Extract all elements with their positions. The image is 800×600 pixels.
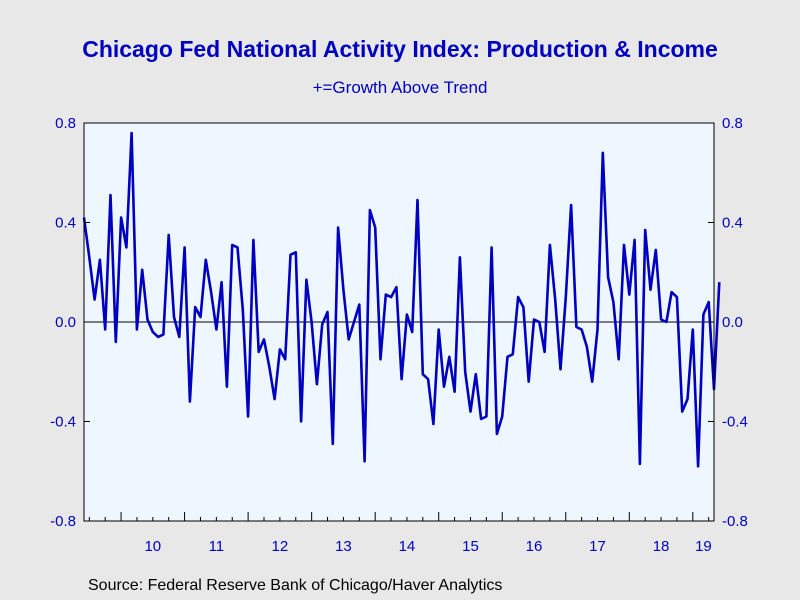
y-tick-label-left: 0.0 (55, 314, 76, 331)
y-tick-label-right: 0.4 (722, 215, 743, 232)
x-tick-label: 18 (653, 538, 670, 555)
source-note: Source: Federal Reserve Bank of Chicago/… (88, 577, 503, 594)
x-tick-label: 12 (272, 538, 289, 555)
series-line (82, 131, 721, 468)
x-tick-label: 10 (144, 538, 161, 555)
y-tick-label-left: 0.4 (55, 215, 76, 232)
x-tick-label: 19 (695, 538, 712, 555)
x-tick-label: 11 (209, 538, 225, 555)
chart-subtitle: +=Growth Above Trend (312, 78, 488, 97)
x-tick-label: 13 (335, 538, 352, 555)
chart-title: Chicago Fed National Activity Index: Pro… (82, 36, 718, 62)
y-tick-label-right: -0.8 (722, 513, 748, 530)
y-tick-label-left: 0.8 (55, 115, 76, 132)
y-tick-label-left: -0.4 (50, 414, 76, 431)
x-tick-label: 16 (526, 538, 543, 555)
y-tick-label-left: -0.8 (50, 513, 76, 530)
x-tick-label: 14 (399, 538, 416, 555)
x-tick-label: 15 (462, 538, 479, 555)
y-tick-label-right: 0.0 (722, 314, 743, 331)
y-tick-label-right: -0.4 (722, 414, 748, 431)
y-tick-label-right: 0.8 (722, 115, 743, 132)
x-tick-label: 17 (589, 538, 606, 555)
plot-frame (83, 122, 715, 522)
